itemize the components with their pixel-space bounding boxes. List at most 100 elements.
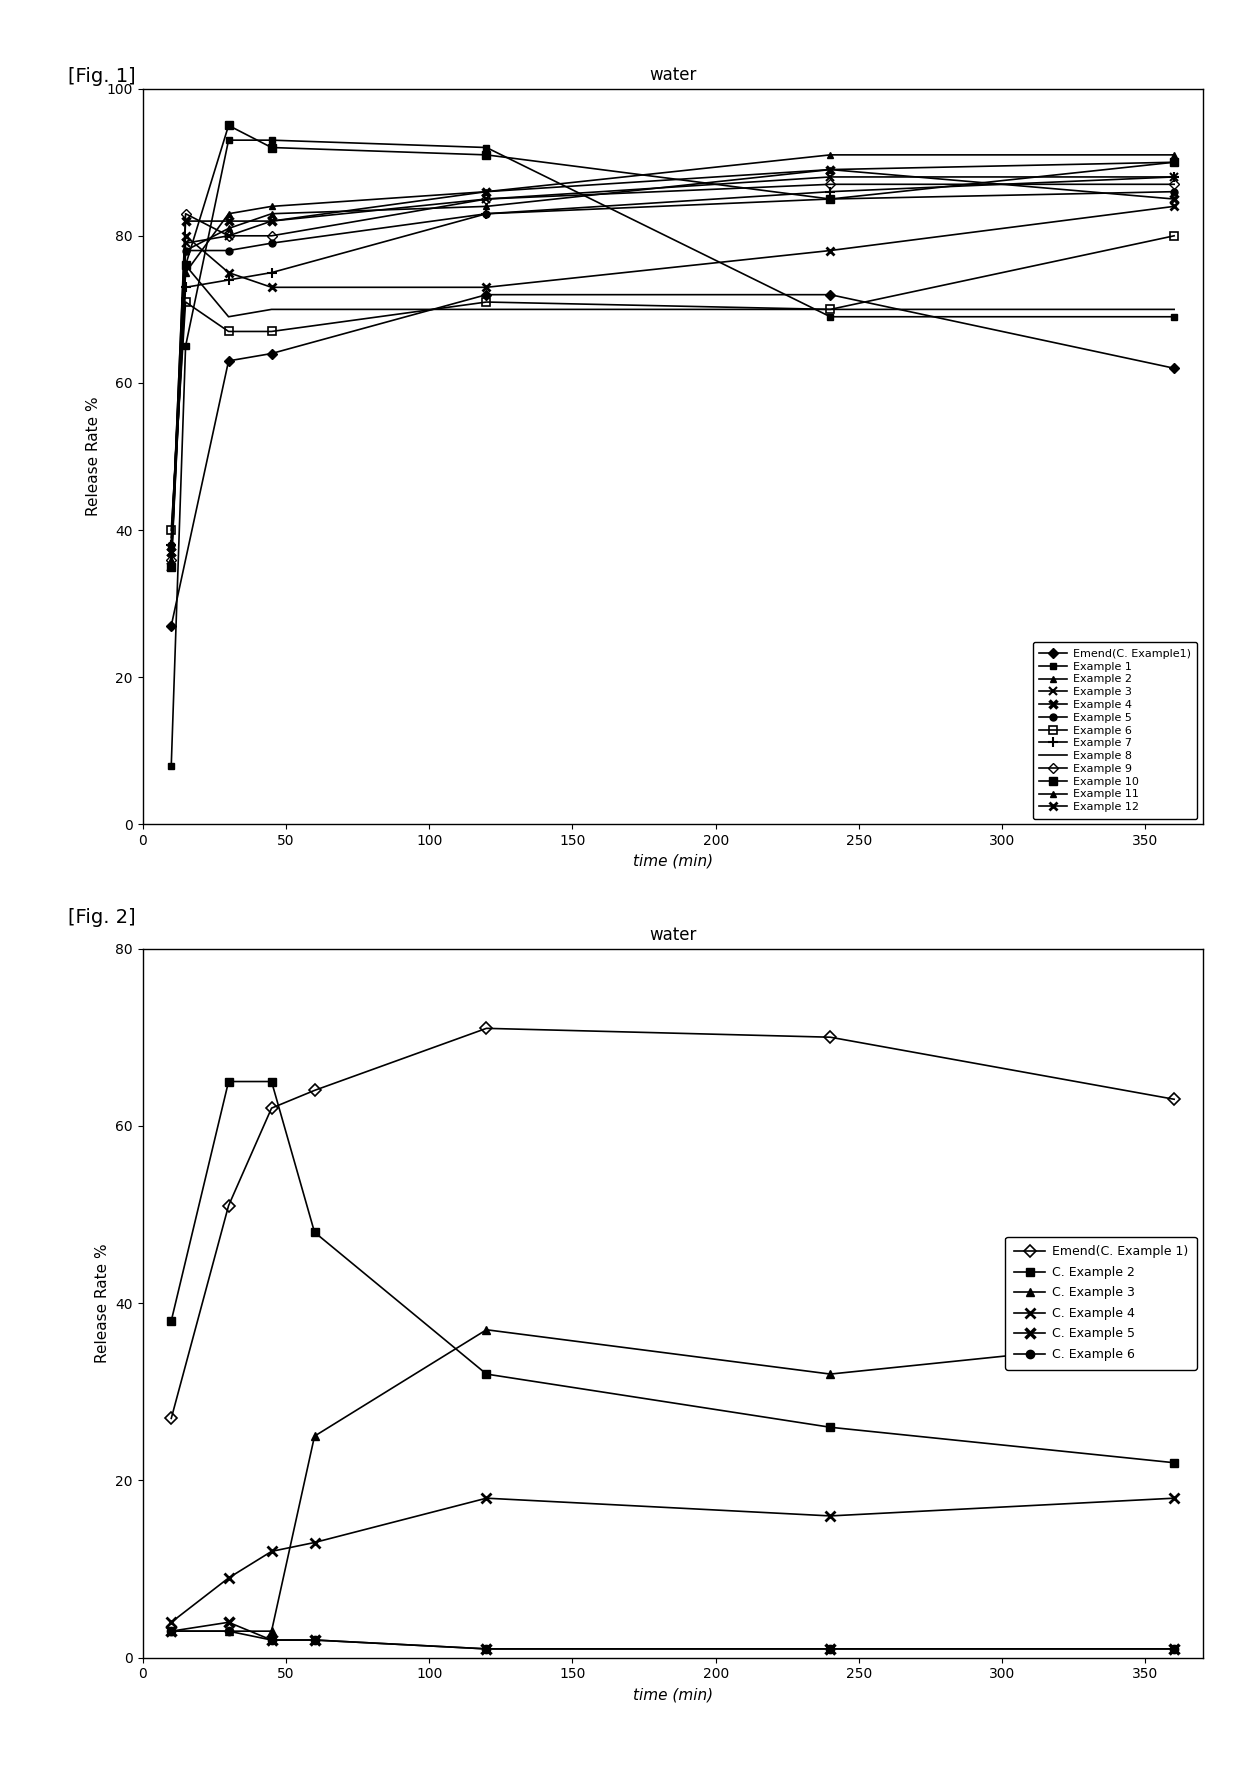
Example 2: [264, 195, 279, 216]
C. Example 3: [479, 1319, 494, 1340]
Example 12: [164, 541, 179, 562]
Emend(C. Example 1): [1167, 1089, 1182, 1110]
C. Example 6: [1167, 1638, 1182, 1660]
Example 10: [823, 188, 838, 209]
C. Example 2: [823, 1417, 838, 1438]
Emend(C. Example 1): [164, 1408, 179, 1429]
Example 10: [164, 557, 179, 578]
Example 5: [221, 239, 236, 261]
X-axis label: time (min): time (min): [632, 1688, 713, 1702]
C. Example 4: [264, 1541, 279, 1562]
C. Example 4: [308, 1532, 322, 1553]
Emend(C. Example1): [1167, 358, 1182, 379]
C. Example 4: [479, 1488, 494, 1509]
Example 7: [221, 269, 236, 291]
C. Example 3: [264, 1621, 279, 1642]
Text: [Fig. 2]: [Fig. 2]: [68, 908, 136, 927]
Line: Example 8: Example 8: [171, 266, 1174, 537]
Line: Example 10: Example 10: [167, 121, 1178, 571]
Example 7: [264, 262, 279, 284]
Emend(C. Example1): [479, 284, 494, 305]
C. Example 2: [308, 1222, 322, 1243]
Line: C. Example 4: C. Example 4: [166, 1493, 1179, 1628]
Line: Example 12: Example 12: [167, 202, 1178, 557]
Example 7: [479, 204, 494, 225]
Line: Emend(C. Example 1): Emend(C. Example 1): [167, 1025, 1178, 1422]
C. Example 3: [1167, 1328, 1182, 1349]
Example 9: [179, 204, 193, 225]
Example 6: [1167, 225, 1182, 246]
Line: Example 4: Example 4: [167, 165, 1178, 557]
Title: water: water: [649, 66, 697, 85]
Example 2: [179, 262, 193, 284]
Example 8: [221, 307, 236, 328]
Example 12: [179, 225, 193, 246]
Example 5: [823, 188, 838, 209]
Example 2: [1167, 144, 1182, 165]
Example 6: [179, 291, 193, 312]
C. Example 6: [264, 1629, 279, 1651]
Example 7: [179, 277, 193, 298]
Example 1: [1167, 307, 1182, 328]
Example 1: [823, 307, 838, 328]
C. Example 5: [823, 1638, 838, 1660]
Example 9: [164, 550, 179, 571]
Line: C. Example 2: C. Example 2: [167, 1078, 1178, 1466]
C. Example 2: [264, 1071, 279, 1092]
C. Example 2: [164, 1310, 179, 1332]
Example 7: [1167, 167, 1182, 188]
Example 10: [179, 255, 193, 277]
Example 9: [823, 174, 838, 195]
Emend(C. Example1): [823, 284, 838, 305]
C. Example 4: [823, 1505, 838, 1527]
Title: water: water: [649, 926, 697, 945]
Example 11: [179, 239, 193, 261]
Emend(C. Example1): [164, 615, 179, 637]
Example 1: [479, 137, 494, 158]
C. Example 2: [479, 1363, 494, 1385]
Example 2: [164, 550, 179, 571]
Legend: Emend(C. Example 1), C. Example 2, C. Example 3, C. Example 4, C. Example 5, C. : Emend(C. Example 1), C. Example 2, C. Ex…: [1006, 1236, 1197, 1371]
C. Example 5: [308, 1629, 322, 1651]
Example 4: [221, 211, 236, 232]
Line: Example 1: Example 1: [167, 137, 1178, 769]
Example 2: [479, 181, 494, 202]
Example 3: [823, 167, 838, 188]
C. Example 3: [221, 1621, 236, 1642]
Example 10: [264, 137, 279, 158]
C. Example 2: [1167, 1452, 1182, 1473]
Example 5: [1167, 181, 1182, 202]
Line: Example 3: Example 3: [167, 172, 1178, 571]
Y-axis label: Release Rate %: Release Rate %: [86, 397, 100, 516]
Example 4: [264, 211, 279, 232]
C. Example 6: [823, 1638, 838, 1660]
C. Example 6: [164, 1621, 179, 1642]
Example 3: [1167, 167, 1182, 188]
Line: Example 5: Example 5: [167, 188, 1178, 548]
C. Example 5: [221, 1612, 236, 1633]
Example 8: [1167, 298, 1182, 319]
Example 9: [1167, 174, 1182, 195]
Text: [Fig. 1]: [Fig. 1]: [68, 67, 136, 87]
Example 10: [221, 115, 236, 137]
Example 8: [179, 255, 193, 277]
Example 3: [264, 211, 279, 232]
X-axis label: time (min): time (min): [632, 855, 713, 869]
Emend(C. Example1): [264, 342, 279, 363]
Example 1: [179, 335, 193, 356]
C. Example 3: [164, 1621, 179, 1642]
Line: C. Example 3: C. Example 3: [167, 1326, 1178, 1635]
Example 9: [479, 188, 494, 209]
C. Example 2: [221, 1071, 236, 1092]
Example 8: [479, 298, 494, 319]
Example 12: [1167, 195, 1182, 216]
Example 3: [479, 188, 494, 209]
Example 11: [164, 550, 179, 571]
Example 9: [221, 225, 236, 246]
Example 12: [479, 277, 494, 298]
Example 6: [164, 519, 179, 541]
Example 12: [221, 262, 236, 284]
Emend(C. Example 1): [479, 1018, 494, 1039]
Y-axis label: Release Rate %: Release Rate %: [94, 1243, 109, 1363]
Example 3: [179, 232, 193, 254]
